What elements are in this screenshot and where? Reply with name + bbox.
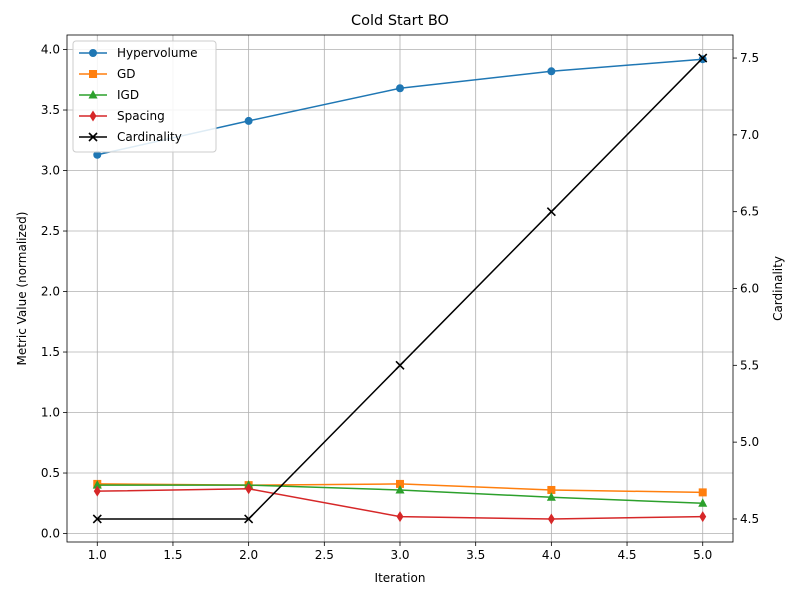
y2-tick-label: 6.5 [740, 205, 759, 219]
y-axis-right: 4.5 5.0 5.5 6.0 6.5 7.0 7.5 [733, 51, 759, 526]
data-point [244, 116, 253, 125]
legend-box [72, 40, 217, 153]
y-axis-left: 0.0 0.5 1.0 1.5 2.0 2.5 3.0 3.5 4.0 [41, 43, 67, 541]
x-tick-label: 1.5 [163, 548, 182, 562]
y2-tick-label: 5.0 [740, 435, 759, 449]
x-tick-label: 2.5 [315, 548, 334, 562]
grid [67, 35, 733, 542]
legend-label: Hypervolume [117, 46, 198, 60]
data-point [395, 484, 405, 494]
data-point [92, 514, 102, 524]
legend-item: Spacing [79, 109, 165, 123]
y2-tick-label: 7.0 [740, 128, 759, 142]
series-spacing [93, 483, 707, 525]
legend-marker [89, 70, 97, 78]
y-tick-label: 0.0 [41, 527, 60, 541]
data-point [547, 485, 556, 494]
data-point [395, 360, 405, 370]
y2-tick-label: 6.0 [740, 282, 759, 296]
x-tick-label: 4.5 [617, 548, 636, 562]
chart-title: Cold Start BO [351, 13, 449, 29]
data-point [92, 480, 102, 489]
data-point [698, 53, 708, 63]
legend-marker [88, 132, 98, 142]
data-point [547, 513, 555, 525]
legend-item: Hypervolume [79, 46, 198, 60]
y2-tick-label: 4.5 [740, 512, 759, 526]
data-point [244, 514, 254, 524]
data-point [698, 488, 707, 497]
y-axis-title: Metric Value (normalized) [15, 212, 29, 366]
data-point [245, 483, 253, 495]
y-tick-label: 1.0 [41, 406, 60, 420]
data-point [396, 479, 404, 488]
x-tick-label: 4.0 [542, 548, 561, 562]
x-tick-label: 3.5 [466, 548, 485, 562]
data-point [698, 55, 707, 64]
y-tick-label: 2.0 [41, 285, 60, 299]
y-tick-label: 0.5 [41, 466, 60, 480]
y-tick-label: 2.5 [41, 224, 60, 238]
y2-tick-label: 5.5 [740, 358, 759, 372]
x-axis-title: Iteration [375, 571, 426, 585]
legend-marker [89, 49, 97, 57]
legend-label: GD [117, 67, 136, 81]
data-point [699, 511, 707, 523]
y-tick-label: 3.0 [41, 164, 60, 178]
x-axis: 1.0 1.5 2.0 2.5 3.0 3.5 4.0 4.5 5.0 [88, 542, 712, 562]
data-point [547, 67, 556, 76]
x-tick-label: 1.0 [88, 548, 107, 562]
data-point [396, 511, 404, 523]
legend-marker [89, 110, 97, 122]
x-tick-label: 3.0 [390, 548, 409, 562]
data-point [698, 498, 708, 507]
legend-marker [88, 90, 98, 99]
y-tick-label: 4.0 [41, 43, 60, 57]
legend: Hypervolume GD IGD Spacing Cardinality [72, 40, 217, 153]
x-tick-label: 5.0 [693, 548, 712, 562]
x-tick-label: 2.0 [239, 548, 258, 562]
legend-label: IGD [117, 88, 139, 102]
legend-label: Cardinality [117, 130, 182, 144]
data-point [93, 485, 101, 497]
y-tick-label: 1.5 [41, 345, 60, 359]
data-point [546, 492, 556, 501]
legend-item: GD [79, 67, 136, 81]
legend-item: Cardinality [79, 130, 182, 144]
legend-label: Spacing [117, 109, 165, 123]
series-cardinality [92, 53, 708, 524]
legend-item: IGD [79, 88, 139, 102]
y-tick-label: 3.5 [41, 103, 60, 117]
y2-axis-title: Cardinality [771, 256, 785, 321]
data-point [396, 84, 404, 93]
y2-tick-label: 7.5 [740, 51, 759, 65]
data-point [93, 150, 102, 159]
data-point [546, 207, 556, 217]
